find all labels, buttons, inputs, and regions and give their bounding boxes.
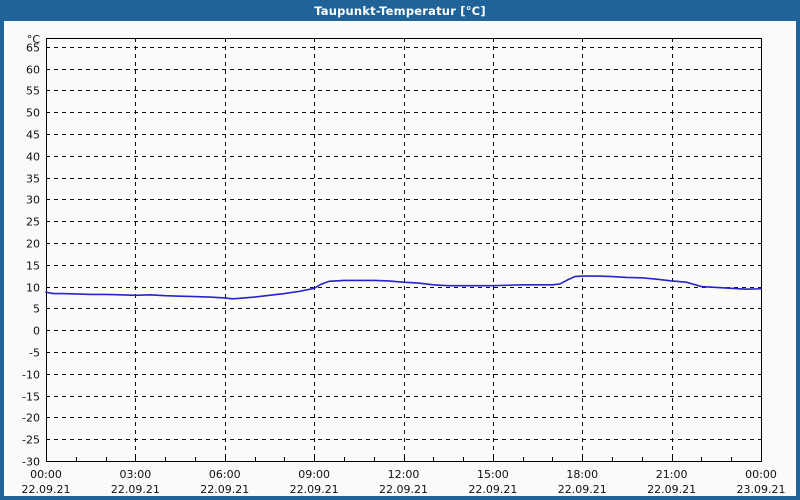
svg-text:-5: -5 bbox=[29, 347, 40, 360]
horizontal-gridlines bbox=[46, 47, 761, 440]
svg-text:20: 20 bbox=[26, 238, 40, 251]
x-axis-ticks bbox=[46, 454, 762, 461]
svg-text:22.09.21: 22.09.21 bbox=[290, 483, 339, 496]
svg-text:18:00: 18:00 bbox=[566, 468, 598, 481]
svg-text:03:00: 03:00 bbox=[120, 468, 152, 481]
vertical-gridlines bbox=[135, 38, 673, 461]
svg-text:10: 10 bbox=[26, 282, 40, 295]
svg-text:06:00: 06:00 bbox=[209, 468, 241, 481]
x-axis-labels: 00:00 22.09.21 03:00 22.09.21 06:00 22.09.21 0… bbox=[22, 468, 786, 496]
chart-panel: 65 60 55 50 45 40 35 30 25 20 15 10 5 0 -5 -10 -15 -20 -25… bbox=[4, 21, 796, 496]
svg-text:00:00: 00:00 bbox=[30, 468, 62, 481]
svg-text:22.09.21: 22.09.21 bbox=[558, 483, 607, 496]
svg-text:12:00: 12:00 bbox=[388, 468, 420, 481]
svg-text:35: 35 bbox=[26, 173, 40, 186]
svg-text:-10: -10 bbox=[22, 369, 40, 382]
svg-text:-20: -20 bbox=[22, 412, 40, 425]
svg-text:22.09.21: 22.09.21 bbox=[647, 483, 696, 496]
svg-text:09:00: 09:00 bbox=[298, 468, 330, 481]
svg-text:22.09.21: 22.09.21 bbox=[111, 483, 160, 496]
svg-text:-25: -25 bbox=[22, 434, 40, 447]
dewpoint-series-line bbox=[45, 275, 762, 300]
svg-text:40: 40 bbox=[26, 151, 40, 164]
svg-text:-30: -30 bbox=[22, 456, 40, 469]
svg-text:25: 25 bbox=[26, 216, 40, 229]
dewpoint-line-chart: 65605550454035302520151050-5-10-15-20-25… bbox=[22, 33, 786, 496]
page-title: Taupunkt-Temperatur [°C] bbox=[314, 3, 486, 18]
svg-text:21:00: 21:00 bbox=[656, 468, 688, 481]
plot-frame bbox=[45, 37, 763, 463]
svg-text:0: 0 bbox=[33, 325, 40, 338]
svg-text:55: 55 bbox=[26, 85, 40, 98]
y-axis-unit-label: °C bbox=[27, 33, 41, 46]
svg-text:50: 50 bbox=[26, 107, 40, 120]
svg-text:-15: -15 bbox=[22, 391, 40, 404]
svg-text:65: 65 bbox=[26, 42, 40, 55]
window-titlebar: Taupunkt-Temperatur [°C] bbox=[0, 0, 800, 21]
svg-text:30: 30 bbox=[26, 194, 40, 207]
svg-text:22.09.21: 22.09.21 bbox=[379, 483, 428, 496]
svg-text:00:00: 00:00 bbox=[745, 468, 777, 481]
svg-text:15:00: 15:00 bbox=[477, 468, 509, 481]
y-axis-labels: 65605550454035302520151050-5-10-15-20-25… bbox=[22, 42, 40, 469]
svg-text:23.09.21: 23.09.21 bbox=[737, 483, 786, 496]
svg-text:45: 45 bbox=[26, 129, 40, 142]
svg-text:22.09.21: 22.09.21 bbox=[22, 483, 71, 496]
svg-text:15: 15 bbox=[26, 260, 40, 273]
svg-text:60: 60 bbox=[26, 64, 40, 77]
svg-text:22.09.21: 22.09.21 bbox=[200, 483, 249, 496]
svg-text:22.09.21: 22.09.21 bbox=[468, 483, 517, 496]
svg-text:5: 5 bbox=[33, 303, 40, 316]
